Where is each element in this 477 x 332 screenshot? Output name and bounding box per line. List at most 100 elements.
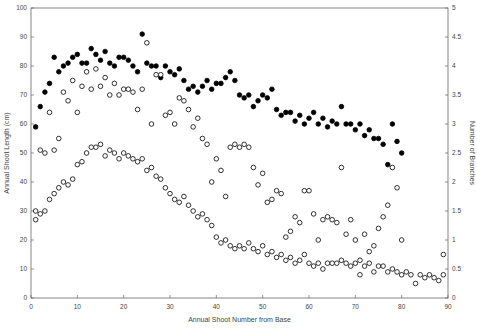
point [362, 232, 367, 237]
point [279, 113, 284, 118]
point [390, 165, 395, 170]
point [196, 116, 201, 121]
point [117, 55, 122, 60]
point [330, 261, 335, 266]
point [297, 220, 302, 225]
point [47, 110, 52, 115]
y-axis-label: Annual Shoot Length (cm) [3, 112, 11, 193]
point [98, 58, 103, 63]
point [325, 215, 330, 220]
point [367, 128, 372, 133]
y-tick-label: 80 [20, 62, 28, 69]
y2-tick-label: 2.5 [452, 149, 461, 156]
point [237, 244, 242, 249]
point [330, 119, 335, 124]
point [200, 136, 205, 141]
y2-tick [445, 298, 448, 299]
point [121, 55, 126, 60]
x-tick-label: 80 [398, 303, 406, 310]
point [84, 151, 89, 156]
point [47, 81, 52, 86]
point [89, 87, 94, 92]
point [339, 258, 344, 263]
point [330, 217, 335, 222]
point [246, 93, 251, 98]
point [260, 244, 265, 249]
point [316, 261, 321, 266]
point [246, 145, 251, 150]
point [98, 142, 103, 147]
point [33, 217, 38, 222]
point [70, 177, 75, 182]
point [75, 52, 80, 57]
point [307, 116, 312, 121]
point [186, 107, 191, 112]
point [381, 264, 386, 269]
point [335, 220, 340, 225]
point [43, 151, 48, 156]
y-tick [31, 298, 34, 299]
x-tick-label: 90 [444, 303, 452, 310]
y2-tick-label: 1.5 [452, 207, 461, 214]
point [103, 49, 108, 54]
point [131, 64, 136, 69]
point [66, 183, 71, 188]
y-tick-label: 40 [20, 178, 28, 185]
point [219, 241, 224, 246]
point [427, 273, 432, 278]
point [376, 264, 381, 269]
point [358, 258, 363, 263]
point [117, 157, 122, 162]
point [98, 84, 103, 89]
point [103, 154, 108, 159]
point [385, 162, 390, 167]
point [242, 96, 247, 101]
point [399, 238, 404, 243]
plot-frame [31, 8, 448, 298]
point [256, 183, 261, 188]
point [94, 52, 99, 57]
point [311, 264, 316, 269]
point [209, 180, 214, 185]
point [311, 110, 316, 115]
point [251, 104, 256, 109]
point [256, 249, 261, 254]
y-tick-label: 70 [20, 91, 28, 98]
point [395, 139, 400, 144]
point [284, 235, 289, 240]
point [325, 125, 330, 130]
point [84, 70, 89, 75]
point [89, 46, 94, 51]
point [311, 212, 316, 217]
point [409, 273, 414, 278]
point [145, 41, 150, 46]
y2-tick-label: 0.5 [452, 265, 461, 272]
point [47, 197, 52, 202]
point [367, 261, 372, 266]
y2-tick [445, 8, 448, 9]
point [61, 64, 66, 69]
point [182, 194, 187, 199]
point [279, 191, 284, 196]
x-tick [123, 295, 124, 298]
x-tick [170, 295, 171, 298]
point [381, 142, 386, 147]
point [404, 270, 409, 275]
point [237, 145, 242, 150]
point [38, 148, 43, 153]
y-tick-label: 10 [20, 265, 28, 272]
point [70, 78, 75, 83]
x-axis-label: Annual Shoot Number from Base [188, 316, 291, 323]
x-tick-label: 10 [74, 303, 82, 310]
point [149, 165, 154, 170]
point [33, 125, 38, 130]
point [182, 99, 187, 104]
point [154, 174, 159, 179]
point [260, 171, 265, 176]
point [112, 81, 117, 86]
point [140, 32, 145, 37]
y2-tick [445, 240, 448, 241]
y2-tick-label: 1 [452, 236, 456, 243]
point [209, 223, 214, 228]
point [413, 281, 418, 286]
